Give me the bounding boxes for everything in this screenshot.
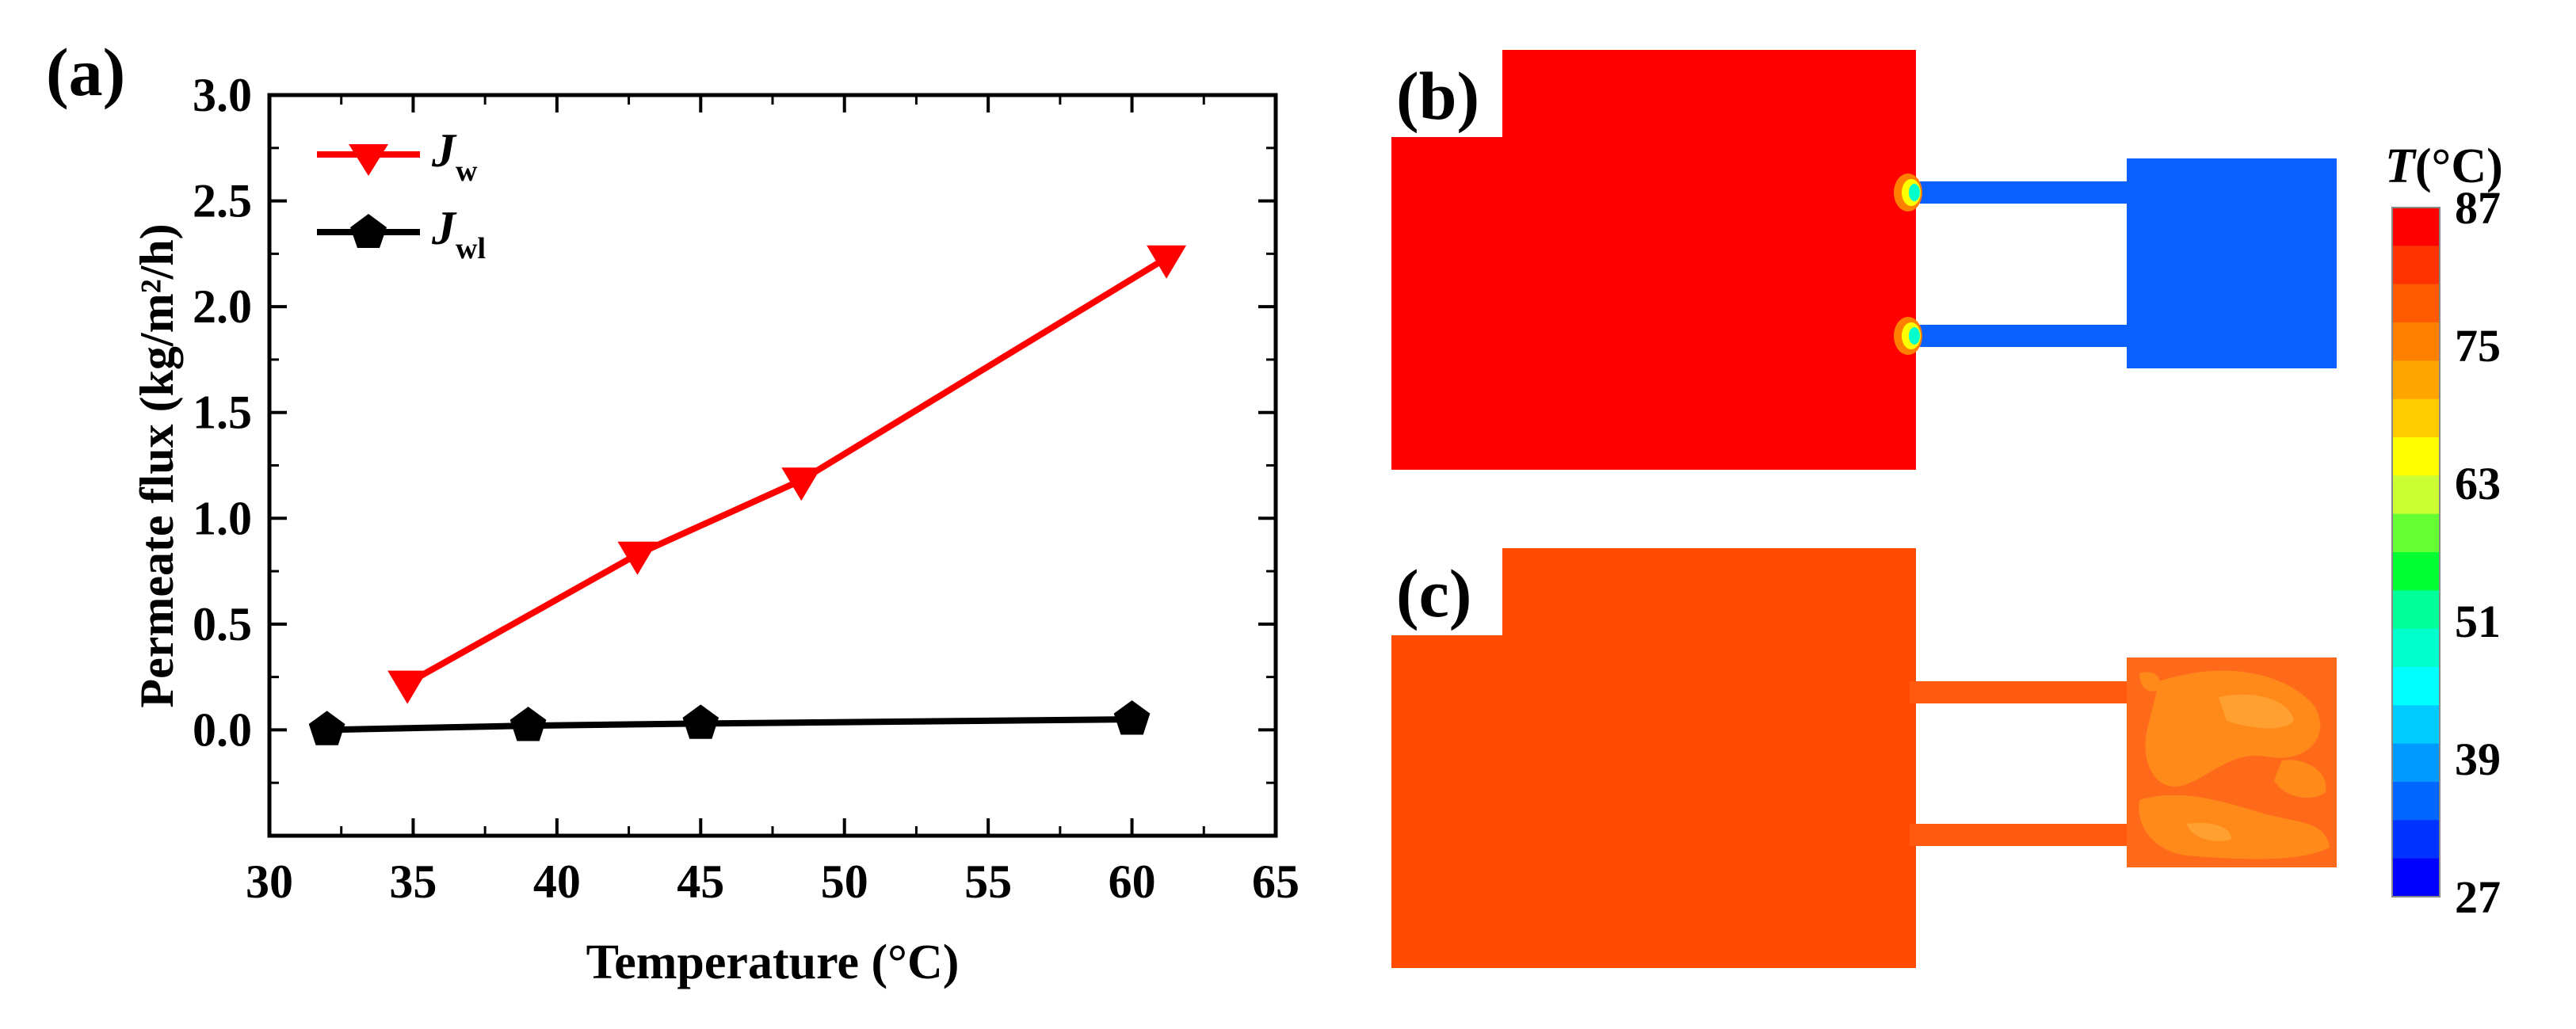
- marker-jw: [387, 670, 428, 704]
- cold-chamber-b: [2127, 158, 2337, 368]
- marker-jw: [617, 541, 658, 575]
- lower-link-c: [1910, 824, 2131, 846]
- colorbar-frame: [2391, 207, 2441, 898]
- x-tick-label: 50: [821, 856, 868, 908]
- panel-label-b-bg: [1391, 50, 1502, 137]
- temperature-patches-warm-c: [2187, 694, 2294, 841]
- colorbar-block: [2392, 437, 2440, 477]
- legend-label-jw: Jw: [431, 124, 478, 188]
- colorbar-block: [2392, 705, 2440, 745]
- colorbar-block: [2392, 322, 2440, 362]
- series-lines: [326, 255, 1169, 734]
- upper-link-b: [1906, 181, 2131, 204]
- series-line-jwl: [326, 716, 1132, 734]
- colorbar-block: [2392, 820, 2440, 859]
- colorbar-block: [2392, 398, 2440, 438]
- y-tick-label: 0.0: [193, 703, 252, 756]
- panel-label-a: (a): [46, 34, 125, 110]
- colorbar-tick-label: 51: [2455, 596, 2501, 647]
- x-tick-label: 45: [677, 856, 724, 908]
- colorbar-block: [2392, 782, 2440, 821]
- y-tick-label: 2.5: [193, 175, 252, 227]
- panel-label-c: (c): [1396, 555, 1471, 631]
- colorbar-block: [2392, 246, 2440, 285]
- y-tick-label: 0.5: [193, 598, 252, 650]
- x-tick-label: 65: [1252, 856, 1299, 908]
- gradient-spot-lower-b: [1894, 317, 1922, 355]
- axis-ticks: 30 35 40 45 50 55 60 65 0.0 0.5 1.0 1.5 2.0 2.5 3.0: [193, 69, 1299, 908]
- lower-link-b: [1906, 325, 2131, 347]
- colorbar-block: [2392, 667, 2440, 707]
- series-line-jw: [406, 255, 1169, 687]
- y-tick-label: 1.0: [193, 492, 252, 544]
- colorbar-tick-label: 63: [2455, 458, 2501, 509]
- contour-panel-b: (b): [1391, 50, 2337, 470]
- marker-jwl: [308, 711, 345, 745]
- legend-marker-jw: [349, 144, 388, 176]
- x-tick-label: 35: [389, 856, 437, 908]
- x-tick-label: 60: [1109, 856, 1156, 908]
- y-tick-label: 2.0: [193, 280, 252, 333]
- colorbar-block: [2392, 628, 2440, 668]
- colorbar-ticks: 87 75 63 51 39 27: [2455, 182, 2501, 923]
- colorbar-blocks: [2392, 208, 2440, 898]
- colorbar-block: [2392, 858, 2440, 898]
- colorbar-block: [2392, 284, 2440, 323]
- colorbar-title: T(°C): [2385, 139, 2503, 193]
- colorbar-block: [2392, 590, 2440, 630]
- temperature-patches-c: [2139, 670, 2330, 859]
- contour-panel-c: (c): [1391, 548, 2337, 968]
- x-axis-label: Temperature (°C): [586, 936, 960, 989]
- colorbar-block: [2392, 743, 2440, 783]
- colorbar-block: [2392, 360, 2440, 400]
- y-axis-label: Permeate flux (kg/m²/h): [131, 223, 183, 707]
- series-markers: [308, 245, 1187, 745]
- colorbar-tick-label: 27: [2455, 871, 2501, 923]
- legend: Jw Jwl: [317, 124, 486, 265]
- legend-label-jwl: Jwl: [431, 202, 486, 265]
- y-tick-label: 1.5: [193, 387, 252, 439]
- marker-jw: [781, 467, 822, 501]
- x-tick-label: 55: [964, 856, 1012, 908]
- colorbar-tick-label: 39: [2455, 734, 2501, 785]
- marker-jwl: [509, 707, 547, 741]
- gradient-spot-upper-b: [1894, 173, 1922, 212]
- colorbar-block: [2392, 552, 2440, 592]
- colorbar-tick-label: 75: [2455, 320, 2501, 372]
- colorbar: T(°C) 87 75 63 51 39 27: [2385, 139, 2503, 923]
- upper-link-c: [1910, 681, 2131, 703]
- x-tick-label: 40: [533, 856, 581, 908]
- colorbar-block: [2392, 513, 2440, 553]
- colorbar-tick-label: 87: [2455, 182, 2501, 234]
- x-tick-label: 30: [246, 856, 293, 908]
- y-tick-label: 3.0: [193, 69, 252, 121]
- panel-label-b: (b): [1396, 58, 1479, 134]
- colorbar-block: [2392, 208, 2440, 247]
- marker-jwl: [682, 704, 719, 739]
- flux-chart: 30 35 40 45 50 55 60 65 0.0 0.5 1.0 1.5 2.0 2.5 3.0 Jw…: [131, 69, 1299, 989]
- panel-label-c-bg: [1391, 548, 1502, 635]
- legend-marker-jwl: [350, 214, 387, 248]
- marker-jwl: [1113, 700, 1151, 735]
- marker-jw: [1147, 245, 1187, 279]
- colorbar-block: [2392, 475, 2440, 515]
